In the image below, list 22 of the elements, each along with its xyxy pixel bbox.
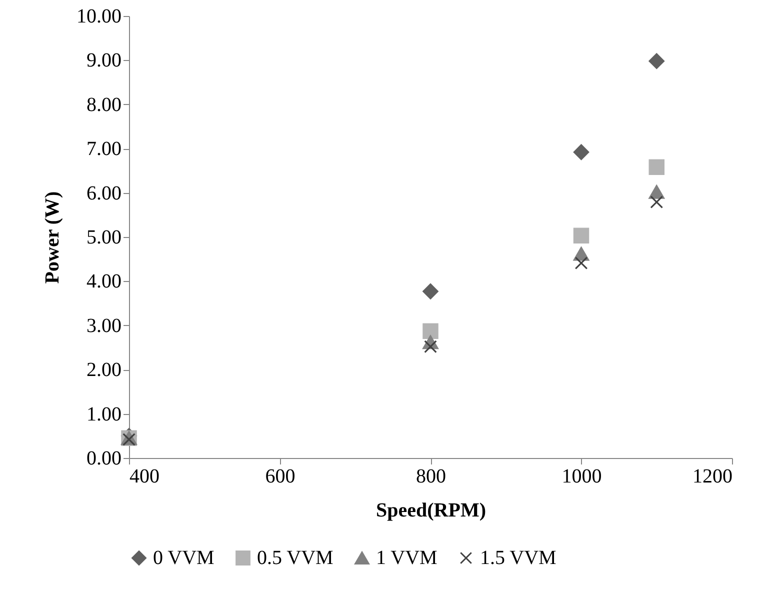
x-tick-label: 1000 (562, 466, 602, 488)
y-tick-label: 1.00 (86, 403, 122, 426)
legend-label: 1.5 VVM (480, 547, 557, 569)
y-tick-label: 0.00 (86, 448, 122, 470)
y-tick-label: 6.00 (86, 182, 122, 204)
y-tick-label: 4.00 (86, 270, 122, 293)
x-tick-label: 400 (130, 466, 160, 488)
legend-label: 0.5 VVM (257, 547, 334, 569)
y-tick-label: 5.00 (86, 226, 122, 248)
x-tick-label: 600 (265, 466, 296, 488)
x-axis-title: Speed(RPM) (376, 500, 486, 522)
y-tick-label: 10.00 (76, 6, 122, 28)
y-tick-label: 2.00 (86, 359, 122, 382)
x-tick-label: 800 (416, 466, 446, 488)
y-tick-label: 3.00 (86, 314, 122, 337)
y-tick-label: 8.00 (86, 94, 122, 116)
y-axis-title: Power (W) (42, 191, 64, 284)
legend-label: 0 VVM (153, 547, 215, 569)
x-tick-label: 1200 (692, 466, 732, 488)
legend-label: 1 VVM (376, 547, 438, 569)
y-tick-label: 9.00 (86, 50, 122, 72)
y-tick-label: 7.00 (86, 138, 122, 160)
